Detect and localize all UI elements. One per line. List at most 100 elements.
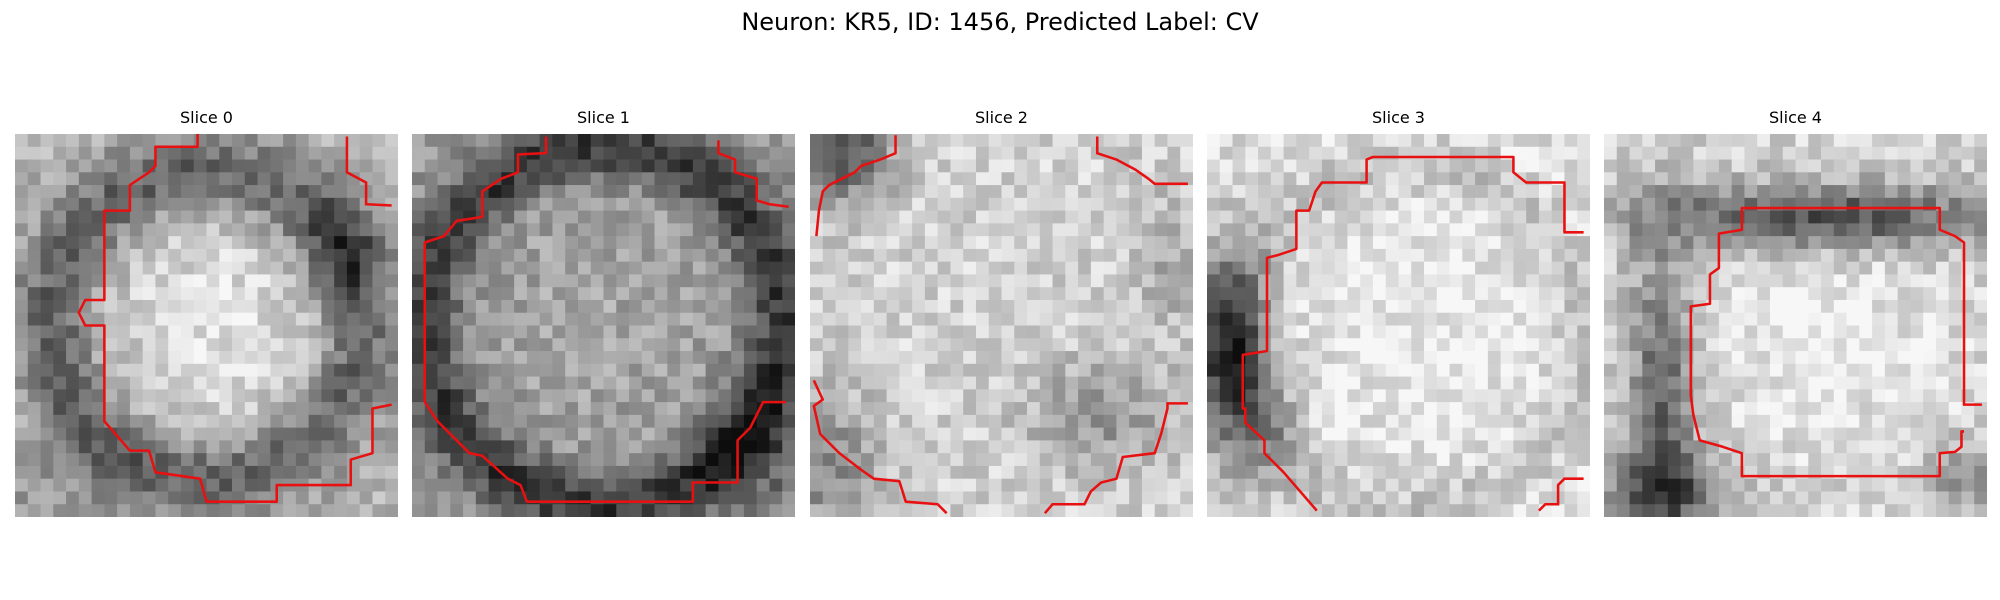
pixel	[1271, 504, 1284, 517]
pixel	[1258, 262, 1271, 275]
pixel	[1859, 504, 1872, 517]
pixel	[1284, 377, 1297, 390]
pixel	[15, 440, 28, 453]
pixel	[1655, 185, 1668, 198]
pixel	[1091, 313, 1104, 326]
pixel	[92, 364, 105, 377]
pixel	[693, 300, 706, 313]
pixel	[667, 147, 680, 160]
pixel	[476, 223, 489, 236]
pixel	[1475, 287, 1488, 300]
pixel	[1604, 211, 1617, 224]
pixel	[219, 313, 232, 326]
pixel	[258, 134, 271, 147]
pixel	[1335, 262, 1348, 275]
pixel	[258, 236, 271, 249]
pixel	[1116, 479, 1129, 492]
pixel	[782, 428, 795, 441]
pixel	[731, 415, 744, 428]
pixel	[1770, 364, 1783, 377]
pixel	[1027, 504, 1040, 517]
pixel	[143, 377, 156, 390]
pixel	[283, 377, 296, 390]
pixel	[938, 491, 951, 504]
pixel	[117, 389, 130, 402]
pixel	[79, 223, 92, 236]
pixel	[565, 223, 578, 236]
pixel	[1091, 249, 1104, 262]
pixel	[938, 147, 951, 160]
pixel	[989, 351, 1002, 364]
pixel	[372, 313, 385, 326]
pixel	[53, 274, 66, 287]
pixel	[207, 223, 220, 236]
pixel	[321, 236, 334, 249]
pixel	[963, 147, 976, 160]
pixel	[1360, 377, 1373, 390]
pixel	[219, 504, 232, 517]
pixel	[360, 262, 373, 275]
pixel	[1245, 198, 1258, 211]
pixel	[1936, 377, 1949, 390]
pixel	[757, 466, 770, 479]
pixel	[782, 364, 795, 377]
pixel	[245, 198, 258, 211]
pixel	[1399, 172, 1412, 185]
pixel	[1706, 351, 1719, 364]
pixel	[463, 300, 476, 313]
pixel	[1796, 287, 1809, 300]
pixel	[168, 364, 181, 377]
pixel	[810, 300, 823, 313]
pixel	[1116, 377, 1129, 390]
pixel	[1360, 364, 1373, 377]
pixel	[616, 300, 629, 313]
pixel	[1564, 504, 1577, 517]
pixel	[718, 160, 731, 173]
pixel	[501, 377, 514, 390]
pixel	[1630, 172, 1643, 185]
pixel	[1693, 211, 1706, 224]
pixel	[347, 504, 360, 517]
pixel	[194, 402, 207, 415]
pixel	[1450, 466, 1463, 479]
pixel	[629, 287, 642, 300]
pixel	[1424, 185, 1437, 198]
pixel	[1706, 326, 1719, 339]
pixel	[53, 428, 66, 441]
pixel	[1834, 313, 1847, 326]
pixel	[925, 402, 938, 415]
pixel	[1027, 198, 1040, 211]
pixel	[1027, 402, 1040, 415]
pixel	[1885, 326, 1898, 339]
pixel	[1732, 364, 1745, 377]
pixel	[1424, 262, 1437, 275]
pixel	[1564, 147, 1577, 160]
pixel	[899, 453, 912, 466]
pixel	[823, 351, 836, 364]
pixel	[591, 415, 604, 428]
pixel	[1155, 236, 1168, 249]
pixel	[1923, 287, 1936, 300]
pixel	[744, 287, 757, 300]
pixel	[130, 351, 143, 364]
pixel	[823, 287, 836, 300]
pixel	[552, 415, 565, 428]
pixel	[232, 466, 245, 479]
pixel	[232, 223, 245, 236]
pixel	[604, 440, 617, 453]
pixel	[1002, 134, 1015, 147]
pixel	[899, 274, 912, 287]
pixel	[1245, 364, 1258, 377]
pixel	[1923, 223, 1936, 236]
pixel	[1475, 377, 1488, 390]
pixel	[1411, 504, 1424, 517]
pixel	[1450, 351, 1463, 364]
pixel	[476, 504, 489, 517]
pixel	[194, 389, 207, 402]
pixel	[1808, 287, 1821, 300]
pixel	[1923, 453, 1936, 466]
pixel	[79, 479, 92, 492]
pixel	[1014, 428, 1027, 441]
pixel	[1564, 300, 1577, 313]
pixel	[1744, 491, 1757, 504]
